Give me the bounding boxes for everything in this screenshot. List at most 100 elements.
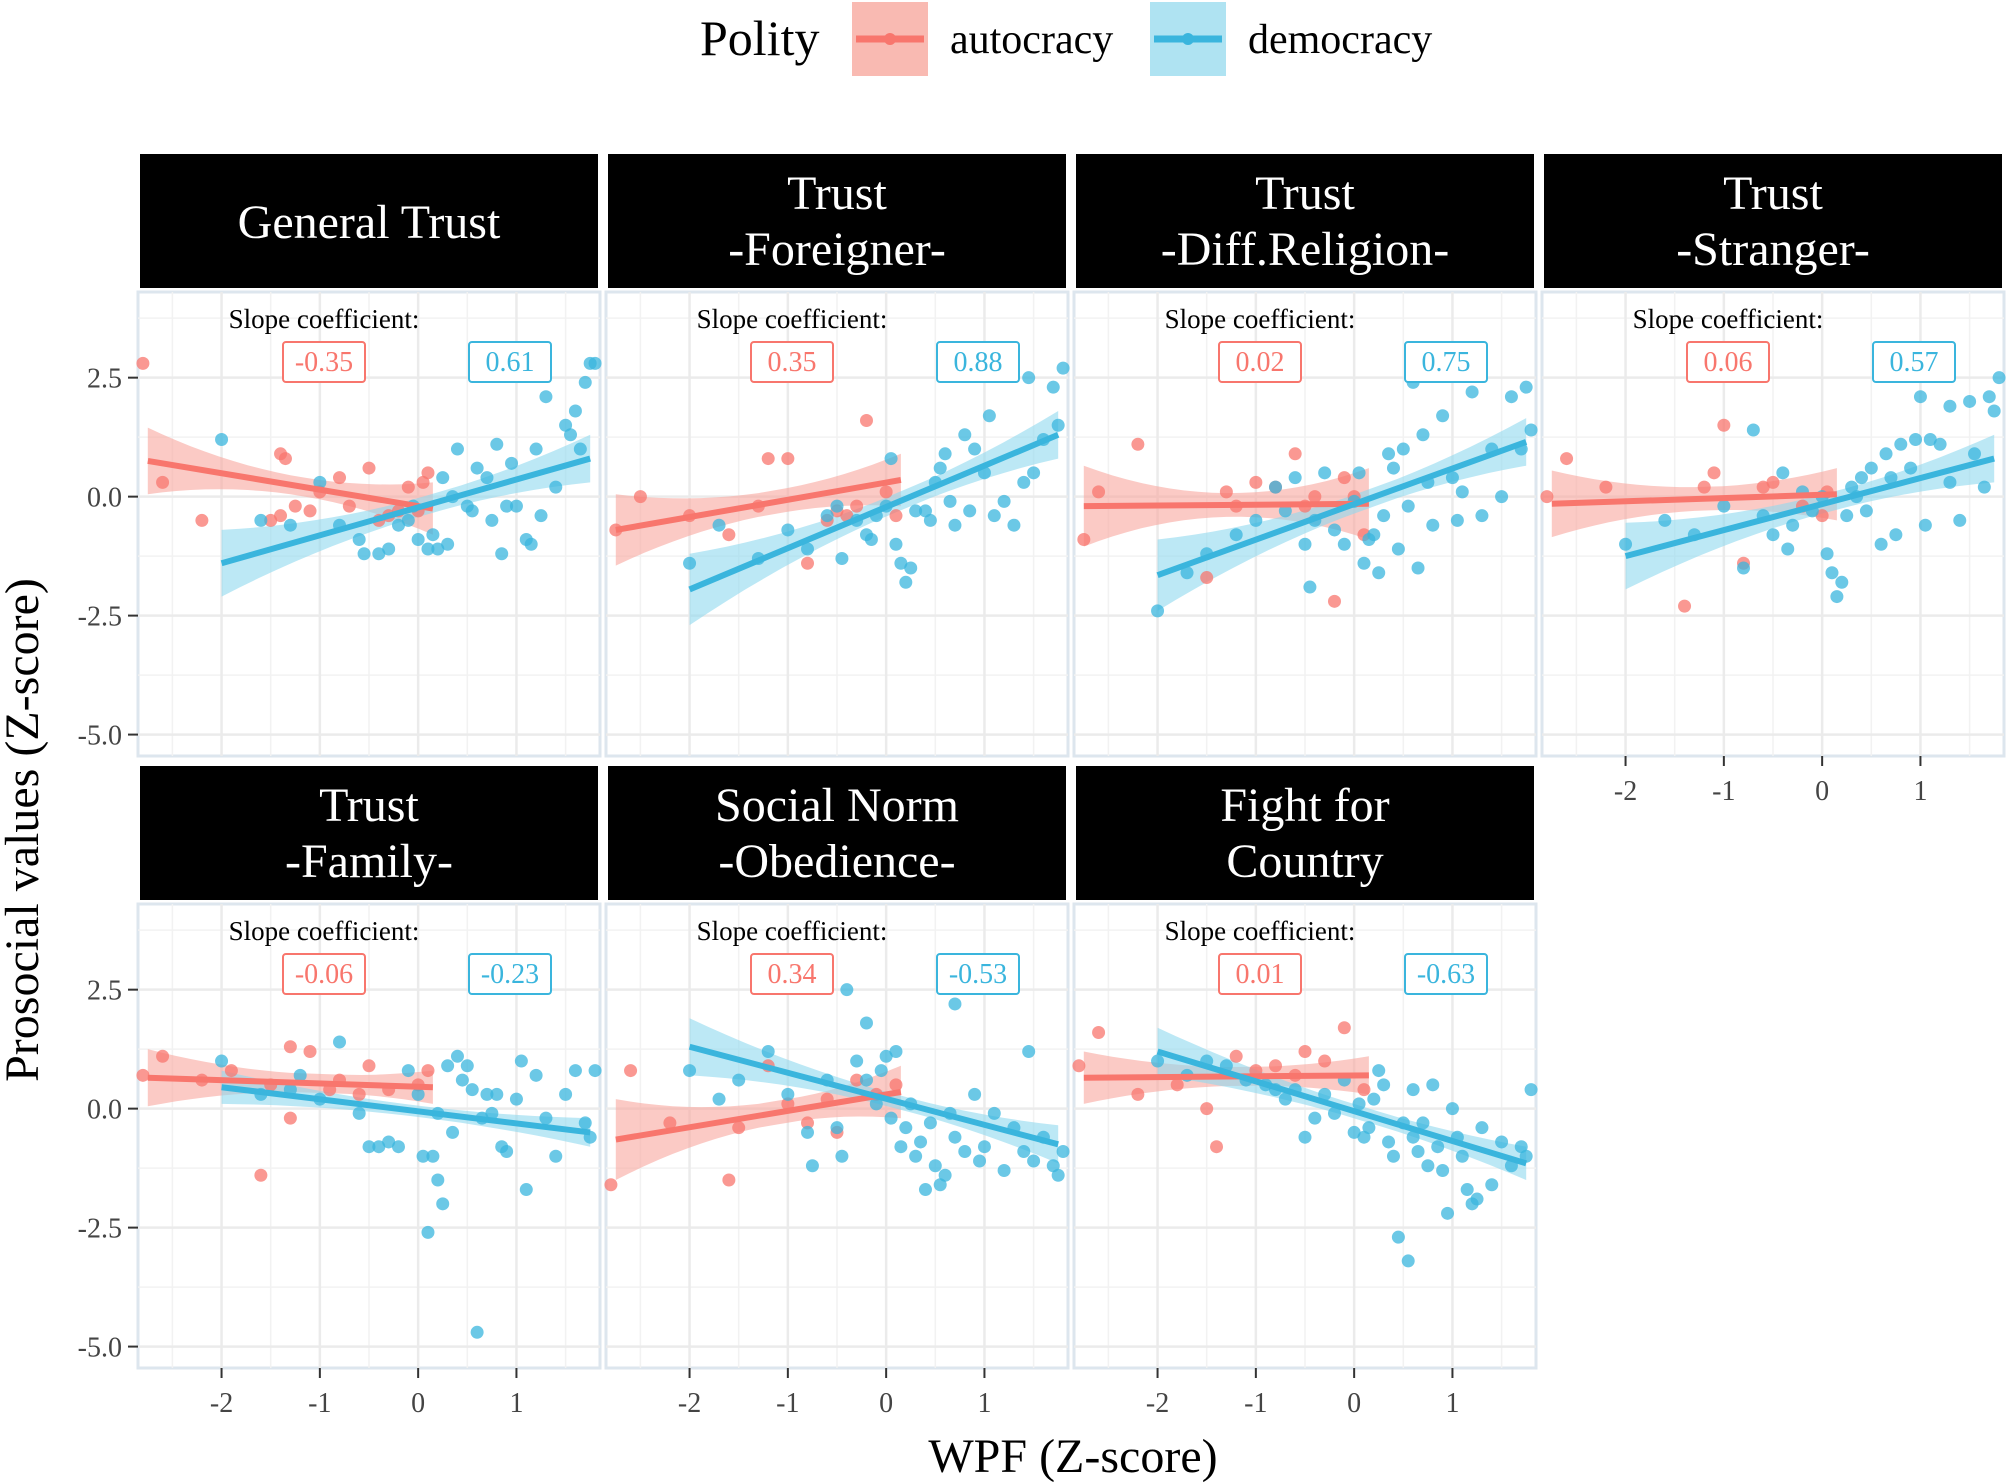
- democracy-point: [1327, 523, 1341, 537]
- democracy-point: [1968, 447, 1982, 461]
- democracy-regression-line: [1156, 439, 1528, 578]
- democracy-point: [1411, 561, 1425, 575]
- democracy-point: [421, 542, 435, 556]
- autocracy-point: [1337, 471, 1351, 485]
- democracy-point: [683, 1064, 697, 1078]
- democracy-point: [1524, 1083, 1538, 1097]
- democracy-point: [313, 475, 327, 489]
- democracy-point: [1441, 1206, 1455, 1220]
- democracy-point: [1913, 390, 1927, 404]
- democracy-point: [894, 1140, 908, 1154]
- democracy-point: [801, 1125, 815, 1139]
- democracy-point: [958, 428, 972, 442]
- autocracy-point: [1756, 480, 1770, 494]
- democracy-point: [904, 561, 918, 575]
- democracy-point: [948, 1130, 962, 1144]
- democracy-point: [712, 1092, 726, 1106]
- democracy-point: [874, 1064, 888, 1078]
- democracy-point: [859, 1073, 873, 1087]
- democracy-point: [732, 1073, 746, 1087]
- autocracy-slope-value: 0.34: [768, 959, 817, 990]
- autocracy-point: [288, 499, 302, 513]
- autocracy-point: [401, 480, 415, 494]
- democracy-regression-line: [688, 432, 1060, 593]
- democracy-slope-value-box: [936, 953, 1020, 995]
- democracy-point: [215, 1054, 229, 1068]
- democracy-point: [421, 1225, 435, 1239]
- strip-title: Trust: [787, 167, 887, 220]
- democracy-point: [352, 1106, 366, 1120]
- democracy-point: [455, 1073, 469, 1087]
- autocracy-point: [362, 1059, 376, 1073]
- strip-title: -Stranger-: [1676, 223, 1870, 276]
- democracy-point: [426, 1149, 440, 1163]
- autocracy-point: [1327, 594, 1341, 608]
- democracy-point: [1992, 371, 2006, 385]
- democracy-point: [539, 390, 553, 404]
- autocracy-point: [879, 485, 893, 499]
- democracy-point: [1406, 1130, 1420, 1144]
- x-tick-label: 1: [509, 1388, 523, 1419]
- democracy-point: [1746, 423, 1760, 437]
- facet-panel: General Trust Slope coefficient: -0.35 0.61…: [78, 154, 602, 758]
- democracy-point: [1475, 509, 1489, 523]
- democracy-point: [1455, 485, 1469, 499]
- autocracy-point: [1678, 599, 1692, 613]
- x-tick-label: 1: [1913, 776, 1927, 807]
- democracy-point: [465, 504, 479, 518]
- legend-key-autocracy-point: [884, 33, 896, 45]
- autocracy-point: [722, 528, 736, 542]
- democracy-point: [938, 447, 952, 461]
- democracy-point: [1318, 1087, 1332, 1101]
- strip-header: [1544, 154, 2002, 288]
- democracy-point: [879, 1049, 893, 1063]
- strip-title: -Obedience-: [718, 835, 955, 888]
- democracy-point: [1056, 361, 1070, 375]
- autocracy-point: [421, 1064, 435, 1078]
- democracy-point: [1445, 1102, 1459, 1116]
- democracy-point: [1303, 580, 1317, 594]
- democracy-point: [1386, 1149, 1400, 1163]
- democracy-slope-value: -0.23: [481, 959, 539, 990]
- facet-panel: Trust-Stranger- Slope coefficient: 0.06 0.5…: [1540, 154, 2006, 807]
- autocracy-regression-line: [615, 477, 902, 533]
- democracy-point: [446, 1125, 460, 1139]
- strip-title: Fight for: [1220, 779, 1389, 832]
- democracy-point: [1524, 423, 1538, 437]
- democracy-point: [509, 499, 523, 513]
- democracy-point: [1953, 513, 1967, 527]
- democracy-point: [1781, 542, 1795, 556]
- democracy-point: [1894, 437, 1908, 451]
- democracy-point: [1904, 461, 1918, 475]
- autocracy-point: [1077, 532, 1091, 546]
- democracy-point: [1889, 528, 1903, 542]
- democracy-point: [1830, 590, 1844, 604]
- democracy-point: [1504, 390, 1518, 404]
- democracy-point: [450, 1049, 464, 1063]
- legend-key-democracy-point: [1182, 33, 1194, 45]
- democracy-point: [539, 1111, 553, 1125]
- democracy-point: [1337, 537, 1351, 551]
- strip-title: -Family-: [285, 835, 453, 888]
- democracy-point: [1278, 1092, 1292, 1106]
- slope-coefficient-label: Slope coefficient:: [1165, 916, 1356, 946]
- autocracy-point: [303, 504, 317, 518]
- democracy-point: [918, 1183, 932, 1197]
- facet-panel: Social Norm-Obedience- Slope coefficient:…: [604, 766, 1070, 1419]
- democracy-point: [1475, 1121, 1489, 1135]
- autocracy-point: [1131, 437, 1145, 451]
- democracy-point: [426, 528, 440, 542]
- x-tick-label: -2: [678, 1388, 701, 1419]
- democracy-point: [830, 499, 844, 513]
- democracy-point: [1288, 471, 1302, 485]
- autocracy-point: [781, 1097, 795, 1111]
- democracy-point: [938, 1168, 952, 1182]
- autocracy-regression-line: [1083, 1072, 1369, 1081]
- strip-title: Trust: [1255, 167, 1355, 220]
- democracy-point: [1386, 461, 1400, 475]
- autocracy-point: [1269, 1059, 1283, 1073]
- autocracy-point: [722, 1173, 736, 1187]
- democracy-point: [1421, 1159, 1435, 1173]
- democracy-point: [894, 556, 908, 570]
- democracy-point: [948, 518, 962, 532]
